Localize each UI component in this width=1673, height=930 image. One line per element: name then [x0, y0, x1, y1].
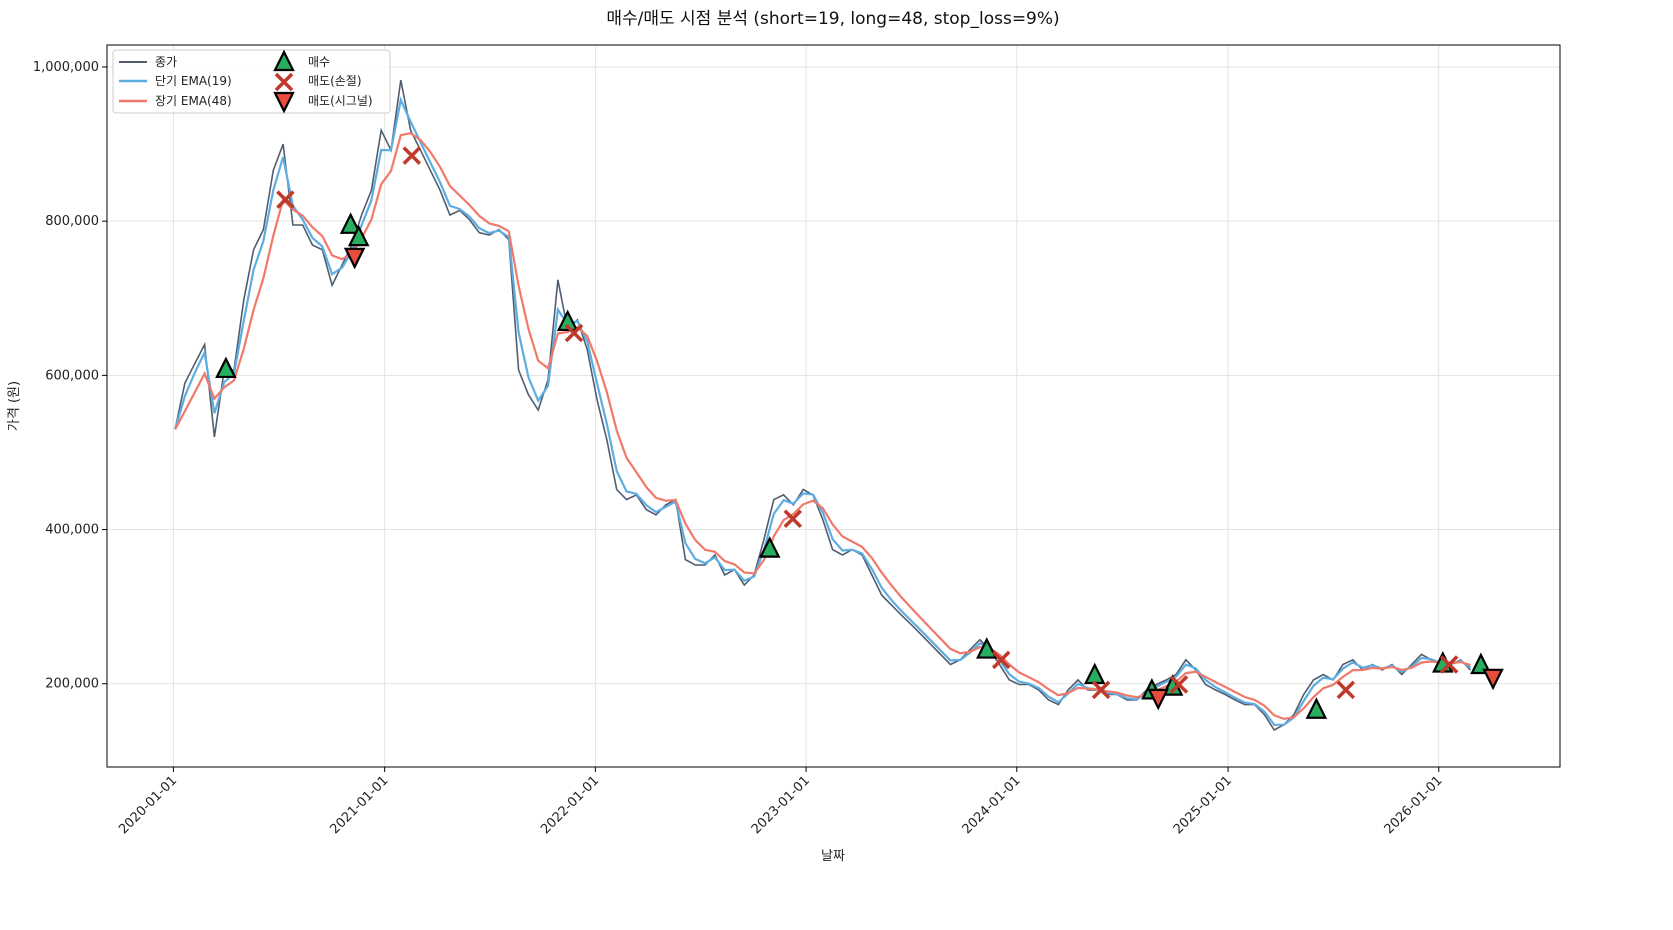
y-tick-label: 1,000,000: [33, 60, 99, 75]
y-tick-label: 400,000: [45, 523, 99, 538]
legend-label-buy: 매수: [308, 55, 330, 69]
plot-frame: [106, 44, 1561, 768]
sell-stop-marker: [1091, 680, 1111, 700]
x-tick-label: 2025-01-01: [1171, 773, 1235, 837]
buy-marker: [1083, 662, 1106, 685]
sell-stop-marker: [276, 190, 295, 209]
sell-signal-marker: [1482, 668, 1504, 691]
sell-signal-marker: [343, 247, 366, 270]
legend-label-close: 종가: [155, 55, 177, 69]
grid: [107, 45, 1560, 767]
buy-marker: [556, 309, 579, 332]
buy-marker: [975, 637, 998, 659]
buy-marker: [347, 224, 370, 247]
legend-label-ema-short: 단기 EMA(19): [155, 74, 232, 88]
legend-sell-stop-icon: [274, 72, 294, 92]
buy-marker: [1470, 652, 1492, 675]
x-tick-label: 2021-01-01: [327, 773, 391, 837]
chart-title: 매수/매도 시점 분석 (short=19, long=48, stop_los…: [606, 9, 1059, 29]
markers-layer: [215, 146, 1504, 719]
buy-marker: [215, 356, 237, 379]
sell-stop-marker: [783, 509, 803, 528]
y-tick-label: 200,000: [45, 677, 99, 692]
sell-stop-marker: [564, 323, 584, 343]
legend-label-ema-long: 장기 EMA(48): [155, 94, 232, 108]
x-tick-label: 2020-01-01: [116, 773, 180, 837]
y-tick-label: 600,000: [45, 368, 99, 383]
legend-label-sell-stop: 매도(손절): [308, 74, 362, 88]
x-axis: 2020-01-01 2021-01-01 2022-01-01 2023-01-01…: [116, 767, 1446, 837]
sell-stop-marker: [1336, 680, 1356, 700]
legend: 종가 단기 EMA(19) 장기 EMA(48) 매수 매도(손절) 매도(시그…: [112, 49, 391, 114]
x-tick-label: 2023-01-01: [749, 773, 813, 837]
buy-marker: [1305, 697, 1328, 719]
ema-long-line: [174, 132, 1471, 721]
legend-label-sell-signal: 매도(시그널): [308, 94, 373, 108]
x-axis-label: 날짜: [821, 849, 845, 864]
legend-markers: [273, 49, 295, 114]
x-tick-label: 2022-01-01: [538, 773, 602, 837]
buy-marker: [758, 536, 781, 558]
x-tick-label: 2026-01-01: [1382, 773, 1446, 837]
legend-sell-signal-icon: [273, 91, 295, 114]
close-price-line: [174, 79, 1472, 732]
sell-stop-marker: [991, 650, 1011, 670]
y-axis-label: 가격 (원): [7, 381, 22, 431]
x-tick-label: 2024-01-01: [960, 773, 1024, 837]
sell-stop-marker: [402, 146, 422, 165]
series-layer: [174, 79, 1472, 732]
y-axis: 200,000 400,000 600,000 800,000 1,000,000: [33, 60, 107, 692]
sell-stop-marker: [1169, 675, 1189, 694]
sell-stop-marker: [1439, 655, 1459, 674]
sell-signal-marker: [1147, 688, 1169, 711]
buy-marker: [339, 212, 362, 234]
y-tick-label: 800,000: [45, 214, 99, 229]
ema-short-line: [174, 96, 1472, 726]
legend-buy-icon: [273, 49, 295, 72]
